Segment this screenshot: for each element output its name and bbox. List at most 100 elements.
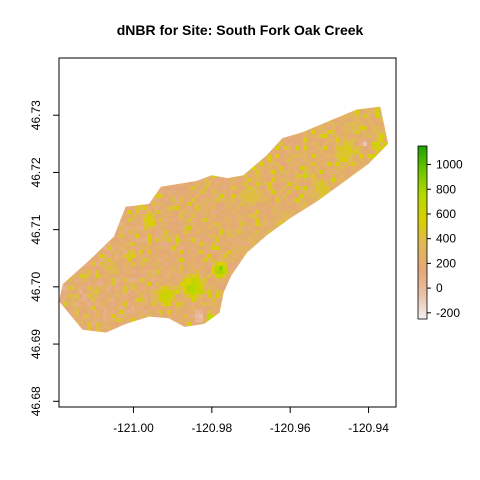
raster-cell <box>275 102 279 106</box>
raster-cell <box>87 78 91 82</box>
raster-cell <box>203 270 207 274</box>
raster-cell <box>367 286 371 290</box>
raster-cell <box>223 246 227 250</box>
raster-cell <box>99 130 103 134</box>
raster-cell <box>267 86 271 90</box>
raster-cell <box>175 114 179 118</box>
raster-cell <box>171 142 175 146</box>
raster-cell <box>295 254 299 258</box>
raster-cell <box>295 90 299 94</box>
raster-cell <box>163 98 167 102</box>
raster-cell <box>175 82 179 86</box>
raster-cell <box>263 258 267 262</box>
raster-cell <box>263 286 267 290</box>
raster-cell <box>143 150 147 154</box>
raster-cell <box>331 118 335 122</box>
raster-cell <box>215 238 219 242</box>
raster-cell <box>343 202 347 206</box>
raster-cell <box>303 102 307 106</box>
raster-cell <box>79 58 83 62</box>
raster-cell <box>135 222 139 226</box>
raster-cell <box>131 250 135 254</box>
raster-cell <box>367 238 371 242</box>
raster-cell <box>207 166 211 170</box>
raster-cell <box>79 118 83 122</box>
raster-cell <box>283 246 287 250</box>
raster-cell <box>311 194 315 198</box>
raster-cell <box>331 126 335 130</box>
raster-cell <box>167 94 171 98</box>
raster-cell <box>231 286 235 290</box>
raster-cell <box>171 110 175 114</box>
raster-cell <box>107 106 111 110</box>
raster-cell <box>183 250 187 254</box>
raster-cell <box>339 158 343 162</box>
raster-cell <box>363 258 367 262</box>
raster-cell <box>247 126 251 130</box>
raster-cell <box>351 110 355 114</box>
raster-cell <box>179 86 183 90</box>
raster-cell <box>63 174 67 178</box>
raster-cell <box>271 222 275 226</box>
raster-cell <box>383 74 387 78</box>
raster-cell <box>235 230 239 234</box>
raster-cell <box>215 214 219 218</box>
raster-cell <box>103 122 107 126</box>
raster-cell <box>91 222 95 226</box>
raster-cell <box>231 58 235 62</box>
raster-cell <box>71 286 75 290</box>
raster-cell <box>111 102 115 106</box>
raster-cell <box>143 218 147 222</box>
raster-cell <box>307 74 311 78</box>
raster-cell <box>299 214 303 218</box>
raster-cell <box>215 170 219 174</box>
raster-cell <box>319 250 323 254</box>
raster-cell <box>243 270 247 274</box>
raster-cell <box>67 98 71 102</box>
raster-cell <box>171 106 175 110</box>
raster-cell <box>175 134 179 138</box>
raster-cell <box>223 218 227 222</box>
raster-cell <box>275 278 279 282</box>
raster-cell <box>231 138 235 142</box>
raster-cell <box>231 262 235 266</box>
raster-cell <box>311 142 315 146</box>
raster-cell <box>179 250 183 254</box>
raster-cell <box>155 82 159 86</box>
raster-cell <box>375 218 379 222</box>
raster-cell <box>227 230 231 234</box>
raster-cell <box>359 74 363 78</box>
raster-cell <box>219 78 223 82</box>
raster-cell <box>79 190 83 194</box>
raster-cell <box>243 74 247 78</box>
raster-cell <box>211 234 215 238</box>
raster-cell <box>239 182 243 186</box>
raster-cell <box>343 182 347 186</box>
raster-cell <box>387 146 389 150</box>
raster-cell <box>59 178 63 182</box>
raster-cell <box>79 158 83 162</box>
raster-cell <box>283 110 287 114</box>
raster-cell <box>331 102 335 106</box>
raster-cell <box>87 166 91 170</box>
raster-cell <box>151 198 155 202</box>
raster-cell <box>91 270 95 274</box>
raster-cell <box>79 70 83 74</box>
raster-cell <box>215 110 219 114</box>
raster-cell <box>115 106 119 110</box>
raster-cell <box>259 274 263 278</box>
raster-cell <box>295 246 299 250</box>
raster-cell <box>147 150 151 154</box>
raster-cell <box>291 286 295 290</box>
raster-cell <box>307 98 311 102</box>
raster-cell <box>199 242 203 246</box>
raster-cell <box>307 282 311 286</box>
raster-cell <box>287 90 291 94</box>
raster-cell <box>387 78 391 82</box>
raster-cell <box>111 114 115 118</box>
raster-cell <box>211 90 215 94</box>
raster-cell <box>63 218 67 222</box>
raster-cell <box>111 74 115 78</box>
raster-cell <box>119 138 123 142</box>
raster-cell <box>331 82 335 86</box>
